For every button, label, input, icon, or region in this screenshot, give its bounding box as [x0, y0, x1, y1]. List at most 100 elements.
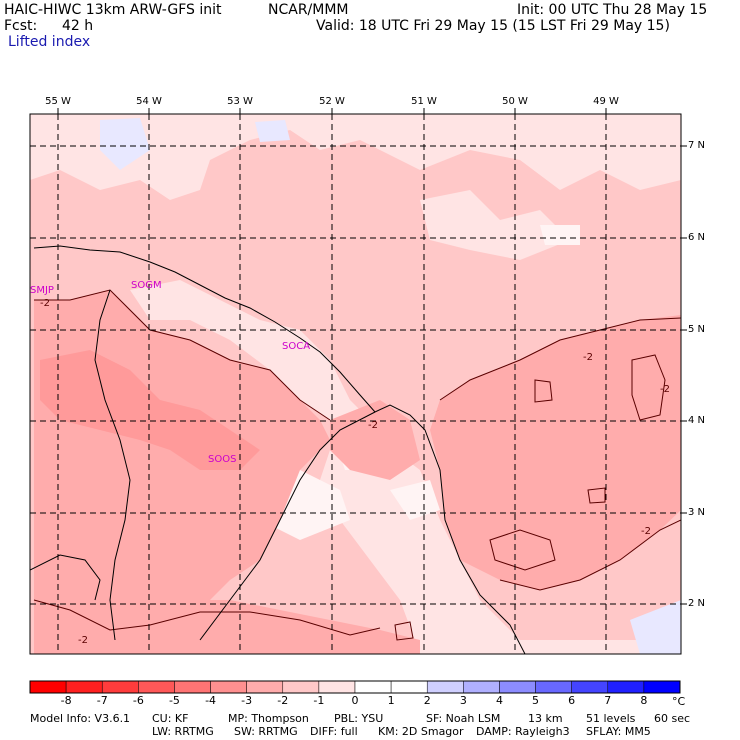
footer-damp: DAMP: Rayleigh3: [476, 725, 570, 738]
field-dark-east: [430, 315, 681, 590]
field-light-north: [30, 114, 681, 200]
colorbar-label-9: 1: [387, 694, 395, 707]
colorbar-label-3: -5: [168, 694, 180, 707]
colorbar-swatch-4: [174, 680, 211, 694]
field-dark-southwest: [34, 560, 420, 654]
colorbar-label-15: 7: [604, 694, 612, 707]
lon-label-50w: 50 W: [502, 96, 528, 107]
station-sogm: SOGM: [131, 280, 162, 291]
contour-label-6: -2: [78, 635, 88, 646]
lat-label-3n: 3 N: [688, 507, 706, 518]
contour-label-4: -2: [660, 384, 670, 395]
footer-mp: MP: Thompson: [228, 712, 309, 725]
field-blue-patch2: [255, 120, 290, 142]
forecast-hour: 42 h: [62, 18, 94, 34]
field-dark-center: [330, 400, 420, 480]
footer-pbl: PBL: YSU: [334, 712, 384, 725]
valid-time: Valid: 18 UTC Fri 29 May 15 (15 LST Fri …: [316, 18, 670, 34]
colorbar-swatch-10: [390, 680, 428, 694]
contour-label-5: -2: [641, 526, 651, 537]
colorbar-swatch-14: [535, 680, 572, 694]
footer-km: KM: 2D Smagor: [378, 725, 464, 738]
colorbar-swatch-1: [65, 680, 103, 694]
station-smjp: SMJP: [30, 285, 54, 296]
colorbar-label-0: -8: [60, 694, 72, 707]
lat-label-7n: 7 N: [688, 140, 706, 151]
footer-sw: SW: RRTMG: [234, 725, 298, 738]
colorbar-unit: °C: [672, 695, 686, 708]
lon-label-53w: 53 W: [227, 96, 253, 107]
field-light-coast: [130, 280, 370, 420]
colorbar-label-10: 2: [423, 694, 431, 707]
contour-west: [34, 289, 331, 421]
footer-sflay: SFLAY: MM5: [586, 725, 651, 738]
footer-cu: CU: KF: [152, 712, 189, 725]
contour-label-2: -2: [368, 420, 378, 431]
colorbar-swatch-2: [101, 680, 139, 694]
colorbar-swatch-8: [318, 680, 356, 694]
border-frenchguiana: [199, 411, 376, 641]
map-frame: [29, 113, 682, 655]
colorbar-label-12: 4: [495, 694, 503, 707]
colorbar-swatch-0: [29, 680, 67, 694]
footer-lw: LW: RRTMG: [152, 725, 214, 738]
lon-label-55w: 55 W: [45, 96, 71, 107]
contour-blob4: [394, 621, 414, 641]
colorbar-frame: [29, 680, 681, 694]
colorbar-swatch-17: [643, 680, 681, 694]
forecast-label: Fcst:: [4, 18, 38, 34]
colorbar-swatch-16: [607, 680, 645, 694]
contour-blob1: [631, 354, 666, 421]
contour-blob2: [534, 379, 553, 403]
field-name: Lifted index: [8, 34, 91, 50]
station-soos: SOOS: [208, 454, 236, 465]
init-time: Init: 00 UTC Thu 28 May 15: [517, 2, 708, 18]
colorbar-label-2: -6: [132, 694, 144, 707]
coastline: [33, 245, 526, 654]
footer-sf: SF: Noah LSM: [426, 712, 501, 725]
colorbar-label-4: -4: [205, 694, 217, 707]
colorbar-swatch-11: [426, 680, 464, 694]
colorbar-swatch-5: [210, 680, 247, 694]
lon-label-54w: 54 W: [136, 96, 162, 107]
field-blue-patch3: [630, 600, 681, 654]
lon-label-51w: 51 W: [411, 96, 437, 107]
footer-timestep: 60 sec: [654, 712, 691, 725]
field-light-upper-right: [420, 190, 570, 260]
colorbar-label-1: -7: [96, 694, 108, 707]
field-light-patch2: [390, 480, 440, 520]
footer-levels: 51 levels: [586, 712, 636, 725]
footer-diff: DIFF: full: [310, 725, 358, 738]
footer-model-info: Model Info: V3.6.1: [30, 712, 131, 725]
field-dark-west-inner: [40, 350, 260, 470]
colorbar-swatch-3: [138, 680, 175, 694]
contour-label-1: -2: [40, 298, 50, 309]
colorbar-label-7: -1: [313, 694, 325, 707]
contour-blob3: [587, 487, 606, 504]
organization: NCAR/MMM: [268, 2, 349, 18]
lat-label-2n: 2 N: [688, 598, 706, 609]
contour-label-3: -2: [583, 352, 593, 363]
colorbar-swatch-15: [571, 680, 609, 694]
footer-resolution: 13 km: [528, 712, 563, 725]
contour-east: [439, 317, 681, 401]
contour-sw: [33, 599, 381, 636]
colorbar-swatch-7: [282, 680, 320, 694]
border-suriname: [94, 289, 131, 641]
field-light-patch4: [540, 225, 580, 245]
colorbar-label-13: 5: [532, 694, 540, 707]
lon-label-52w: 52 W: [319, 96, 345, 107]
lat-label-5n: 5 N: [688, 324, 706, 335]
station-soca: SOCA: [282, 341, 310, 352]
river-east: [30, 554, 101, 601]
model-title: HAIC-HIWC 13km ARW-GFS init: [4, 2, 222, 18]
field-blue-patch1: [100, 118, 150, 170]
colorbar-label-16: 8: [640, 694, 648, 707]
colorbar-label-6: -2: [277, 694, 289, 707]
colorbar-swatch-13: [499, 680, 536, 694]
colorbar-label-14: 6: [568, 694, 576, 707]
contour-blob5: [489, 529, 556, 571]
lat-label-6n: 6 N: [688, 232, 706, 243]
